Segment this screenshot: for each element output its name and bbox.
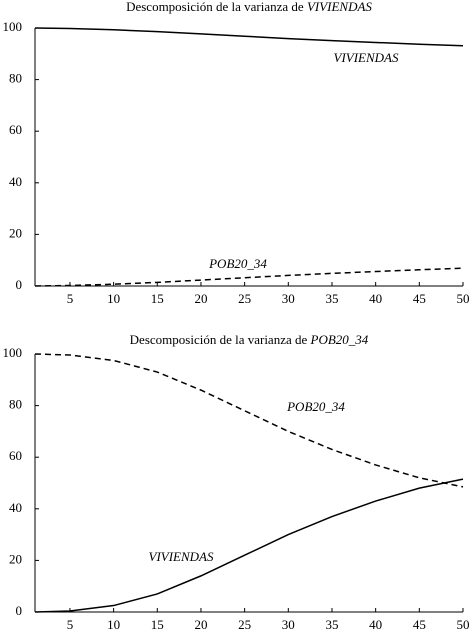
y-tick-label: 40 xyxy=(9,500,22,515)
y-tick-label: 100 xyxy=(3,19,23,34)
x-tick-label: 10 xyxy=(107,291,120,306)
x-tick-label: 40 xyxy=(369,617,382,632)
x-tick-label: 35 xyxy=(325,291,338,306)
y-tick-label: 60 xyxy=(9,448,22,463)
y-tick-label: 20 xyxy=(9,225,22,240)
x-tick-label: 10 xyxy=(107,617,120,632)
series-line xyxy=(34,478,464,613)
series-line xyxy=(34,267,464,287)
series-label: POB20_34 xyxy=(208,256,267,271)
x-tick-label: 50 xyxy=(457,291,470,306)
x-tick-label: 15 xyxy=(151,291,164,306)
title-text: Descomposición de la varianza de xyxy=(126,0,304,14)
y-tick-label: 40 xyxy=(9,174,22,189)
x-tick-label: 25 xyxy=(238,617,251,632)
series-label: VIVIENDAS xyxy=(334,50,399,65)
title-variable: POB20_34 xyxy=(310,332,369,347)
x-tick-label: 30 xyxy=(282,617,295,632)
x-tick-label: 20 xyxy=(194,617,207,632)
y-tick-label: 20 xyxy=(9,551,22,566)
y-tick-label: 80 xyxy=(9,397,22,412)
title-variable: VIVIENDAS xyxy=(307,0,372,14)
x-tick-label: 45 xyxy=(413,291,426,306)
x-tick-label: 5 xyxy=(67,617,74,632)
x-tick-label: 40 xyxy=(369,291,382,306)
series-label: VIVIENDAS xyxy=(149,549,214,564)
y-tick-label: 0 xyxy=(16,277,23,292)
y-tick-label: 60 xyxy=(9,122,22,137)
y-tick-label: 0 xyxy=(16,603,23,618)
x-tick-label: 20 xyxy=(194,291,207,306)
x-tick-label: 25 xyxy=(238,291,251,306)
x-tick-label: 50 xyxy=(457,617,470,632)
title-text: Descomposición de la varianza de xyxy=(130,332,308,347)
series-line xyxy=(34,353,464,488)
series-label: POB20_34 xyxy=(286,399,345,414)
series-line xyxy=(34,27,464,47)
x-tick-label: 5 xyxy=(67,291,74,306)
x-tick-label: 30 xyxy=(282,291,295,306)
y-tick-label: 100 xyxy=(3,345,23,360)
x-tick-label: 35 xyxy=(325,617,338,632)
chart-title: Descomposición de la varianza de POB20_3… xyxy=(130,332,369,347)
x-tick-label: 15 xyxy=(151,617,164,632)
chart-title: Descomposición de la varianza de VIVIEND… xyxy=(126,0,372,14)
x-tick-label: 45 xyxy=(413,617,426,632)
y-tick-label: 80 xyxy=(9,71,22,86)
